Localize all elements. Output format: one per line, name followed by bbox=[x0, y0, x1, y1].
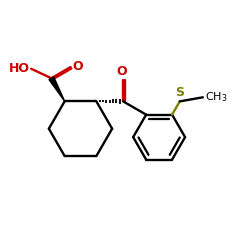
Text: S: S bbox=[175, 86, 184, 99]
Text: O: O bbox=[116, 64, 127, 78]
Polygon shape bbox=[49, 77, 65, 101]
Text: CH$_3$: CH$_3$ bbox=[205, 90, 227, 104]
Text: HO: HO bbox=[8, 62, 29, 75]
Text: O: O bbox=[72, 60, 83, 73]
